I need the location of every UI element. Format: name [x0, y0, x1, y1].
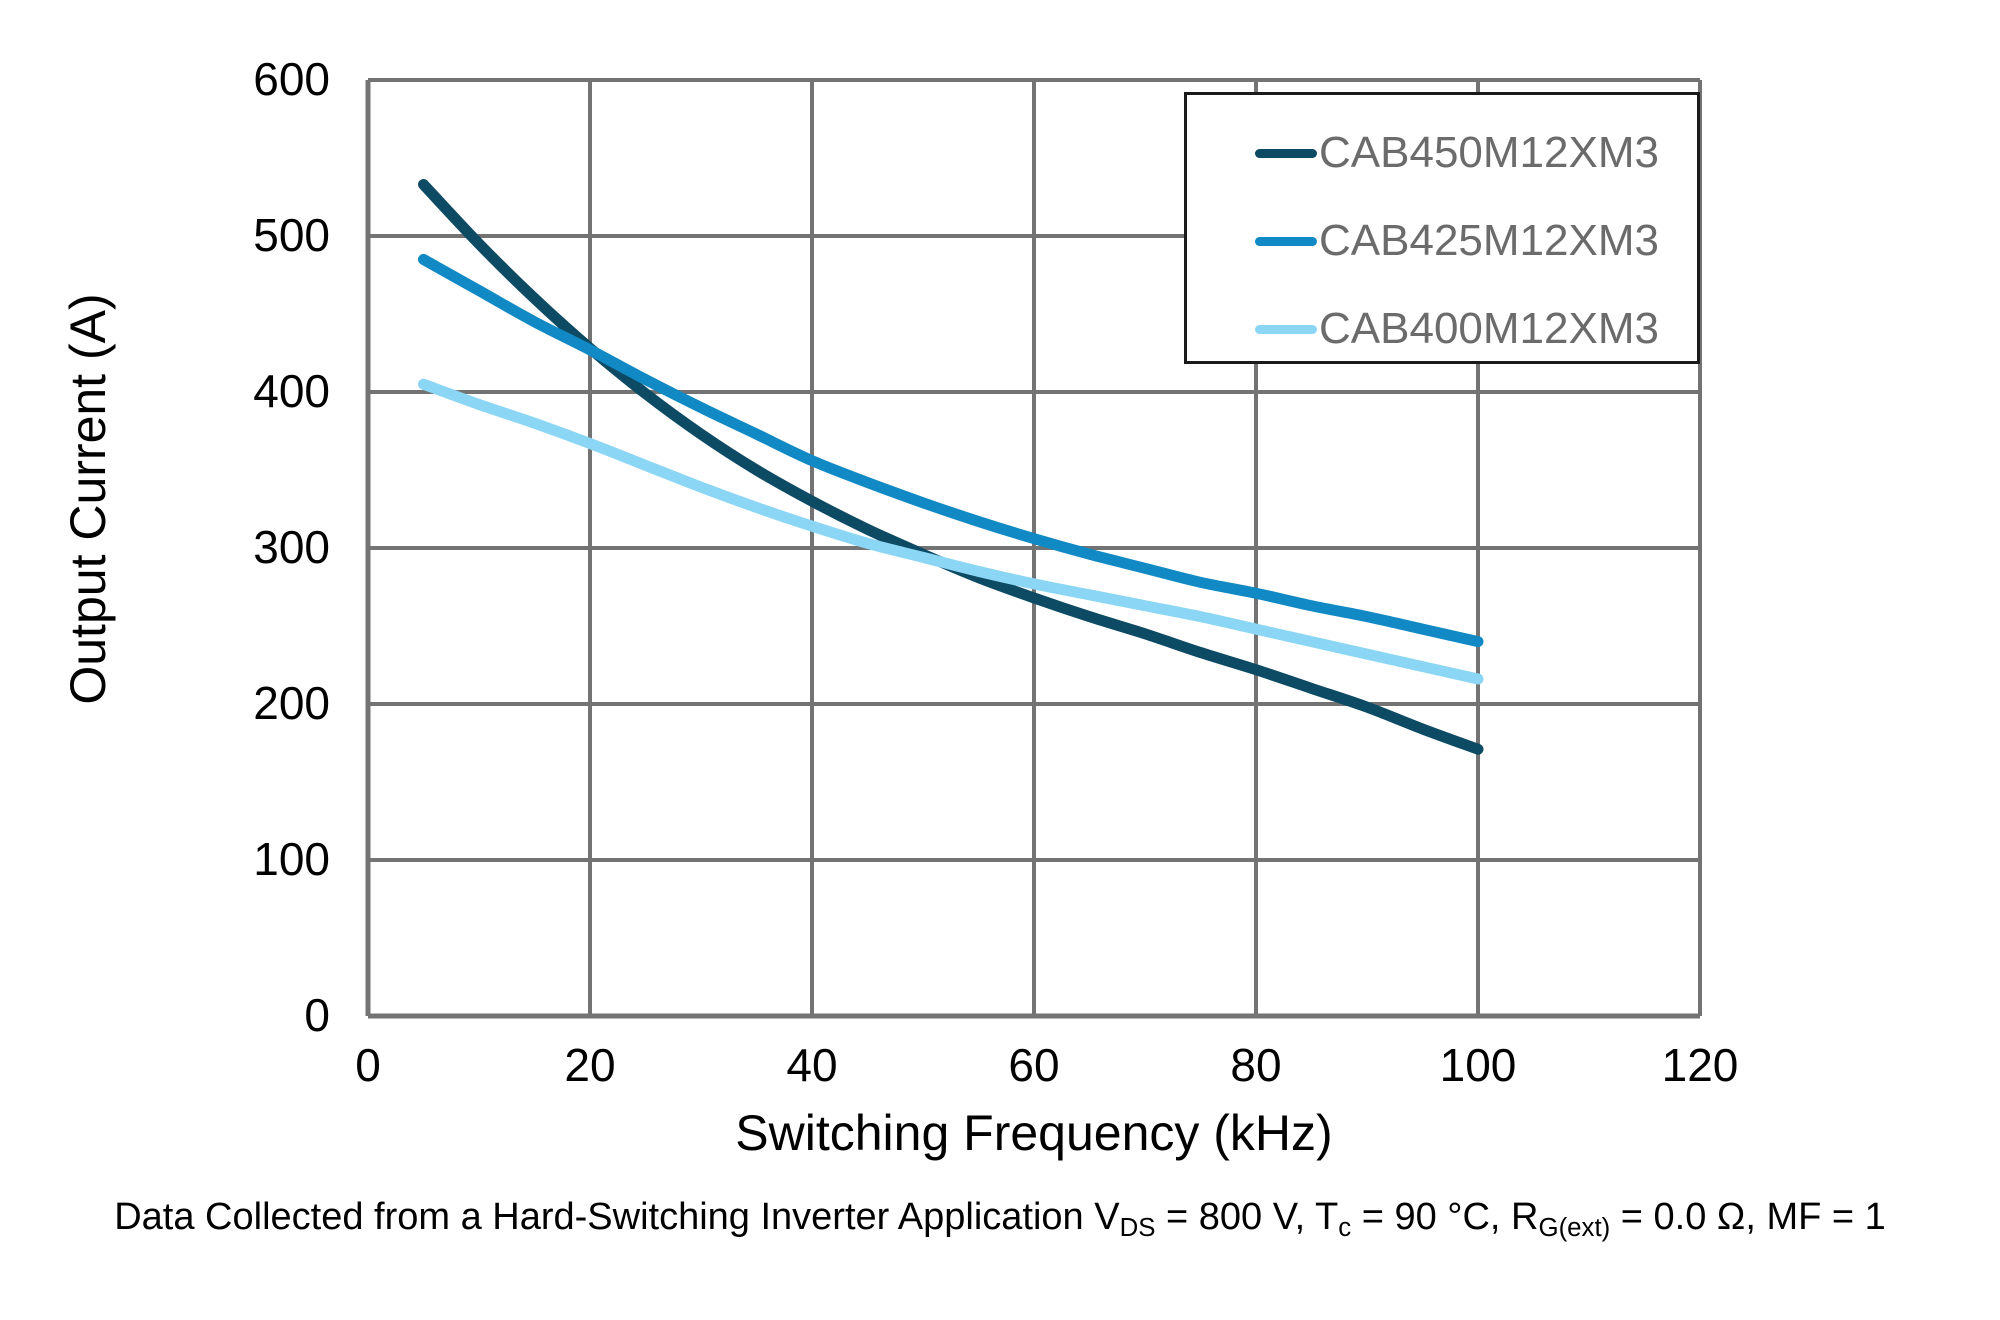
- legend-color-swatch: [1255, 324, 1317, 334]
- figure-caption: Data Collected from a Hard-Switching Inv…: [0, 1196, 2000, 1243]
- legend-item[interactable]: CAB400M12XM3: [1187, 299, 1703, 359]
- legend-item[interactable]: CAB450M12XM3: [1187, 123, 1703, 183]
- caption-sub-rg: G(ext): [1538, 1214, 1611, 1243]
- caption-part-3: = 90 °C, R: [1351, 1196, 1539, 1238]
- x-tick-label: 20: [564, 1039, 616, 1091]
- x-tick-label: 80: [1230, 1039, 1282, 1091]
- caption-sub-tc: c: [1338, 1214, 1352, 1243]
- series-line-cab425m12xm3: [418, 253, 1484, 648]
- data-curves: [418, 179, 1484, 755]
- y-tick-label: 500: [253, 209, 330, 261]
- series-line-cab400m12xm3: [418, 378, 1484, 685]
- caption-part-1: Data Collected from a Hard-Switching Inv…: [114, 1196, 1120, 1238]
- y-tick-label: 600: [253, 53, 330, 105]
- legend-color-swatch: [1255, 236, 1317, 246]
- y-tick-label: 300: [253, 521, 330, 573]
- legend-label: CAB425M12XM3: [1319, 216, 1659, 265]
- caption-part-4: = 0.0 Ω, MF = 1: [1610, 1196, 1886, 1238]
- caption-part-2: = 800 V, T: [1155, 1196, 1339, 1238]
- legend: CAB450M12XM3 CAB425M12XM3 CAB400M12XM3: [1184, 92, 1700, 364]
- y-tick-label: 0: [304, 989, 330, 1041]
- y-tick-label: 100: [253, 833, 330, 885]
- legend-color-swatch: [1255, 148, 1317, 158]
- y-tick-label: 200: [253, 677, 330, 729]
- caption-sub-vds: DS: [1119, 1214, 1156, 1243]
- legend-label: CAB400M12XM3: [1319, 304, 1659, 353]
- x-tick-label: 60: [1008, 1039, 1060, 1091]
- legend-item[interactable]: CAB425M12XM3: [1187, 211, 1703, 271]
- x-tick-label: 0: [355, 1039, 381, 1091]
- x-tick-label: 120: [1661, 1039, 1739, 1091]
- x-tick-label: 40: [786, 1039, 838, 1091]
- x-axis-title: Switching Frequency (kHz): [735, 1105, 1333, 1161]
- legend-label: CAB450M12XM3: [1319, 128, 1659, 177]
- x-tick-label: 100: [1439, 1039, 1517, 1091]
- y-tick-label: 400: [253, 365, 330, 417]
- y-axis-title: Output Current (A): [60, 293, 116, 705]
